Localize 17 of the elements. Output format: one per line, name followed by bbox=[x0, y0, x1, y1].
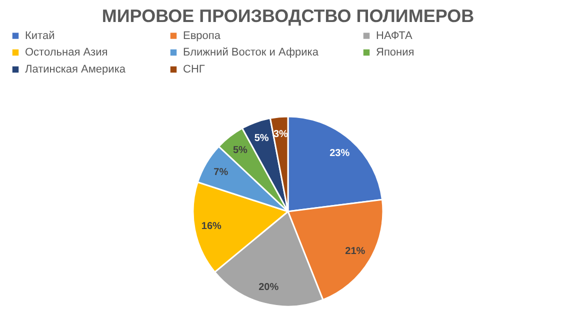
legend-label: Латинская Америка bbox=[25, 64, 126, 76]
legend-label: СНГ bbox=[183, 64, 205, 76]
data-label: 21% bbox=[345, 246, 366, 258]
legend-label: Ближний Восток и Африка bbox=[183, 46, 320, 58]
data-label: 3% bbox=[273, 128, 288, 140]
data-label: 16% bbox=[201, 221, 222, 232]
chart-title: МИРОВОЕ ПРОИЗВОДСТВО ПОЛИМЕРОВ bbox=[102, 6, 474, 26]
legend-label: НАФТА bbox=[376, 30, 414, 42]
data-label: 23% bbox=[330, 148, 350, 159]
legend-label: Япония bbox=[376, 46, 414, 58]
data-label: 5% bbox=[254, 133, 269, 144]
legend-label: Европа bbox=[183, 30, 222, 42]
legend-label: Остольная Азия bbox=[25, 46, 108, 58]
data-label: 20% bbox=[258, 282, 279, 294]
data-label: 5% bbox=[232, 144, 248, 156]
legend-label: Китай bbox=[25, 30, 55, 42]
data-label: 7% bbox=[214, 166, 228, 178]
